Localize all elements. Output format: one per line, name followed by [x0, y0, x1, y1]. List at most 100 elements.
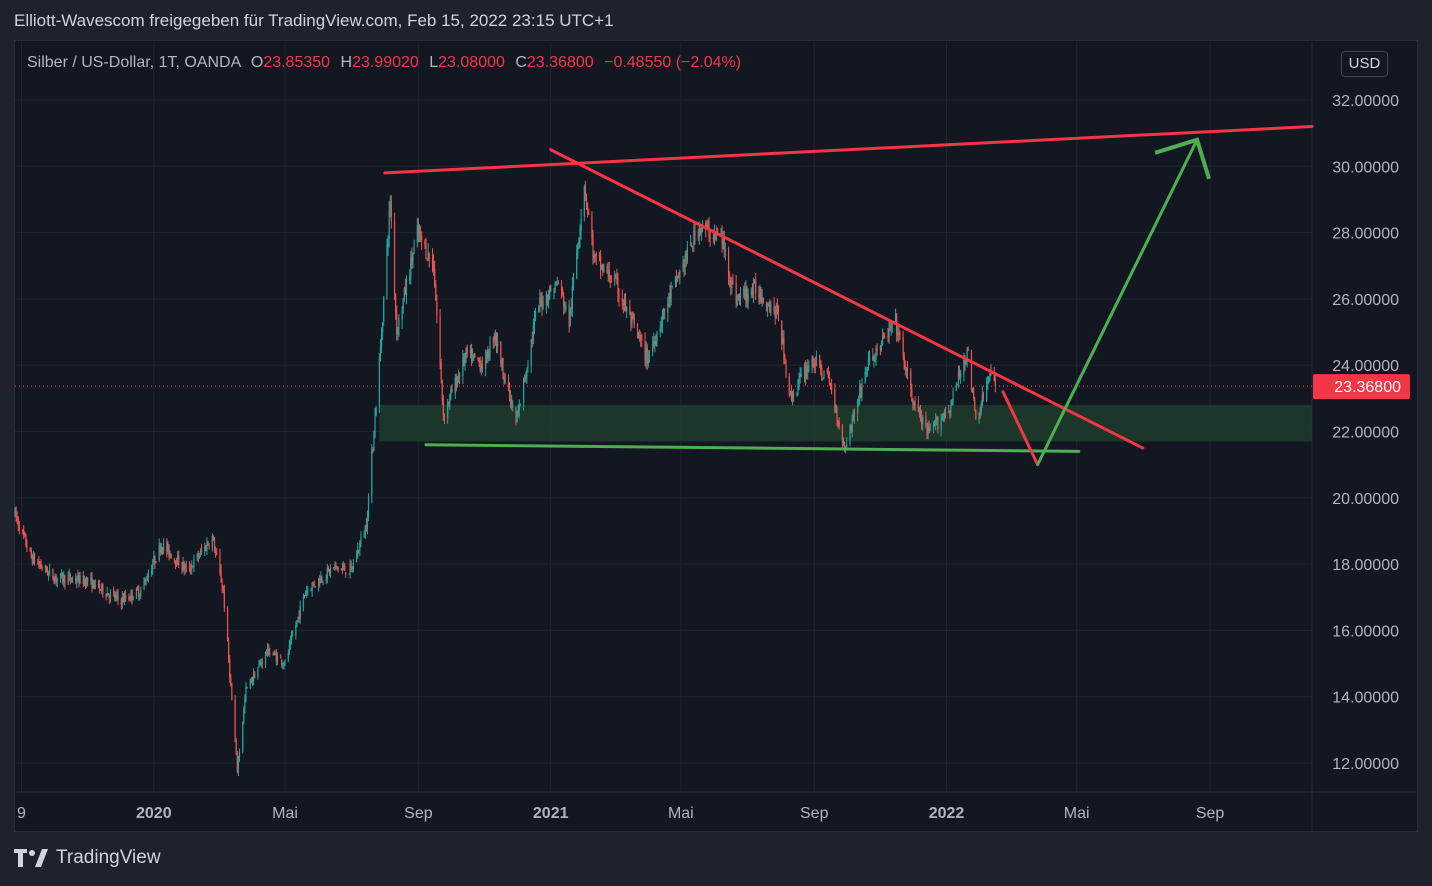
candle-body: [155, 561, 157, 563]
time-tick-label: 9: [17, 805, 26, 822]
candle-body: [950, 404, 952, 413]
candle-body: [971, 388, 974, 390]
candle-body: [759, 290, 761, 297]
candle-body: [806, 365, 808, 377]
candle-body: [644, 340, 646, 361]
support-line[interactable]: [424, 443, 1081, 453]
candle-body: [459, 374, 461, 377]
candle-body: [624, 299, 627, 311]
candle-body: [577, 246, 579, 254]
candle-body: [87, 577, 89, 582]
candle-body: [223, 589, 225, 608]
candle-body: [639, 336, 641, 338]
projection-down[interactable]: [1001, 390, 1040, 467]
candle-body: [123, 595, 126, 601]
candle-body: [102, 584, 104, 595]
currency-button[interactable]: USD: [1341, 51, 1388, 77]
candle-body: [464, 355, 466, 364]
descending-trendline[interactable]: [549, 148, 1145, 450]
candle-body: [242, 721, 244, 752]
candle-body: [517, 410, 519, 417]
candle-body: [560, 284, 563, 290]
candle-body: [462, 357, 464, 377]
candle-body: [261, 662, 263, 664]
candle-body: [147, 574, 149, 579]
candle-body: [534, 311, 537, 318]
candle-body: [815, 356, 818, 366]
candle-body: [830, 383, 833, 391]
candle-body: [820, 361, 822, 371]
candle-body: [925, 417, 927, 426]
candle-body: [397, 333, 399, 335]
candle-body: [835, 406, 837, 413]
candle-body: [97, 581, 100, 586]
candle-body: [131, 590, 133, 599]
candle-body: [676, 279, 679, 281]
candle-body: [63, 575, 65, 583]
candle-body: [776, 306, 778, 308]
candle-body: [379, 346, 382, 361]
candle-body: [804, 366, 807, 378]
projection-up[interactable]: [1036, 138, 1199, 467]
candle-body: [226, 607, 229, 642]
symbol-name[interactable]: Silber / US-Dollar, 1T, OANDA: [27, 54, 241, 71]
candle-body: [336, 566, 338, 568]
candle-body: [435, 284, 437, 301]
candle-body: [721, 234, 723, 244]
candle-body: [18, 525, 20, 532]
candle-body: [727, 248, 730, 277]
tradingview-logo[interactable]: TradingView: [14, 847, 161, 869]
candle-body: [769, 303, 771, 312]
candle-body: [140, 590, 142, 594]
candle-body: [932, 424, 935, 427]
candle-body: [443, 415, 446, 418]
candle-body: [661, 316, 664, 327]
candle-body: [167, 545, 169, 551]
candle-body: [957, 372, 960, 384]
candle-body: [211, 535, 213, 549]
candle-body: [62, 573, 64, 582]
candle-body: [252, 673, 255, 682]
candle-body: [731, 279, 733, 288]
price-tick-label: 24.00000: [1332, 358, 1399, 375]
candle-body: [890, 326, 892, 328]
candle-body: [402, 298, 404, 310]
candle-body: [518, 403, 520, 412]
high-value: 23.99020: [352, 54, 419, 71]
candle-body: [425, 244, 427, 259]
candle-body: [236, 753, 238, 772]
candle-body: [463, 357, 465, 365]
candle-body: [17, 518, 19, 527]
candle-body: [944, 411, 947, 417]
time-tick-label: 2022: [929, 805, 965, 822]
candle-body: [340, 568, 343, 571]
upper-resistance-line[interactable]: [383, 125, 1314, 175]
candle-body: [495, 339, 498, 345]
candle-body: [403, 287, 405, 300]
candle-body: [292, 635, 294, 637]
candle-body: [706, 224, 708, 229]
candle-body: [212, 537, 215, 539]
candle-body: [654, 341, 656, 345]
candle-body: [736, 299, 738, 305]
time-tick-label: Sep: [404, 805, 433, 822]
candle-body: [799, 374, 801, 378]
candle-body: [473, 354, 475, 356]
candle-body: [92, 579, 94, 588]
candle-body: [272, 654, 274, 656]
candle-body: [660, 325, 662, 327]
candle-body: [105, 594, 107, 597]
candle-body: [296, 620, 298, 626]
candle-body: [557, 281, 559, 284]
candle-body: [662, 308, 665, 315]
candle-body: [281, 659, 283, 666]
candle-body: [973, 388, 975, 399]
candle-body: [135, 588, 138, 598]
projection-arrowhead[interactable]: [1154, 137, 1211, 180]
candle-body: [154, 555, 156, 563]
candle-body: [775, 306, 777, 319]
candle-body: [598, 254, 601, 259]
candle-body: [205, 546, 207, 551]
candle-body: [679, 270, 681, 278]
